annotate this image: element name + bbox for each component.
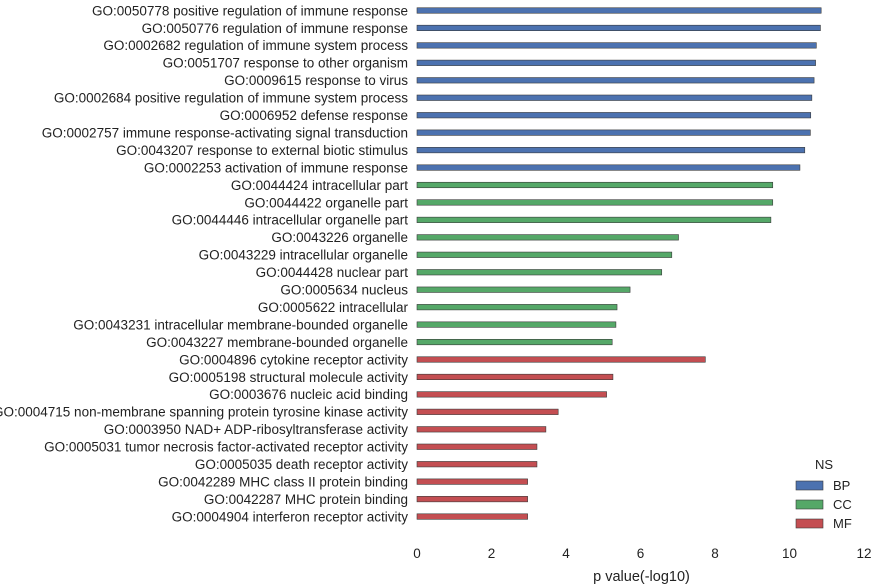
bar-mf: [416, 496, 528, 503]
x-axis-title: p value(-log10): [593, 569, 690, 585]
category-label: GO:0042289 MHC class II protein binding: [158, 474, 408, 489]
legend-label-mf: MF: [833, 516, 852, 531]
category-label: GO:0002757 immune response-activating si…: [42, 125, 408, 140]
bar-mf: [416, 478, 528, 485]
legend-swatch-bp: [795, 480, 824, 491]
category-label: GO:0003950 NAD+ ADP-ribosyltransferase a…: [104, 422, 409, 437]
x-tick-labels-group: 0 2 4 6 8 10 12: [413, 546, 871, 561]
category-label: GO:0043226 organelle: [271, 230, 408, 245]
bar-bp: [416, 7, 822, 14]
category-label: GO:0005198 structural molecule activity: [169, 370, 409, 385]
category-label: GO:0043207 response to external biotic s…: [116, 143, 408, 158]
bar-cc: [416, 304, 618, 311]
category-label: GO:0002682 regulation of immune system p…: [103, 38, 408, 53]
legend-title: NS: [815, 457, 833, 472]
category-label: GO:0043229 intracellular organelle: [199, 248, 408, 263]
category-label: GO:0009615 response to virus: [224, 73, 408, 88]
bar-mf: [416, 391, 607, 398]
category-label: GO:0006952 defense response: [220, 108, 408, 123]
category-label: GO:0004896 cytokine receptor activity: [179, 352, 408, 367]
category-label: GO:0050776 regulation of immune response: [142, 21, 408, 36]
bar-cc: [416, 321, 617, 328]
bar-bp: [416, 94, 813, 101]
bar-bp: [416, 164, 801, 171]
legend-label-cc: CC: [833, 497, 852, 512]
category-label: GO:0005035 death receptor activity: [195, 457, 408, 472]
category-label: GO:0044428 nuclear part: [256, 265, 409, 280]
bar-bp: [416, 129, 811, 136]
bar-cc: [416, 286, 631, 293]
category-label: GO:0044424 intracellular part: [231, 178, 408, 193]
bar-mf: [416, 443, 538, 450]
bar-mf: [416, 408, 559, 415]
category-label: GO:0043227 membrane-bounded organelle: [146, 335, 408, 350]
x-tick-label: 12: [856, 546, 871, 561]
bar-mf: [416, 373, 614, 381]
x-tick-label: 2: [488, 546, 496, 561]
category-label: GO:0005622 intracellular: [258, 300, 409, 315]
bar-cc: [416, 251, 673, 258]
category-labels-group: GO:0050778 positive regulation of immune…: [0, 3, 408, 524]
bar-mf: [416, 461, 538, 468]
bar-cc: [416, 181, 774, 189]
category-label: GO:0002684 positive regulation of immune…: [54, 91, 408, 106]
category-label: GO:0002253 activation of immune response: [144, 160, 408, 175]
bar-cc: [416, 269, 663, 276]
x-tick-label: 0: [413, 546, 421, 561]
x-tick-label: 8: [711, 546, 719, 561]
x-tick-label: 6: [637, 546, 645, 561]
legend-swatch-cc: [795, 499, 824, 510]
category-label: GO:0043231 intracellular membrane-bounde…: [73, 317, 408, 332]
legend: NS BP CC MF: [795, 457, 852, 531]
bar-cc: [416, 216, 772, 223]
bar-bp: [416, 112, 812, 119]
bar-bp: [416, 59, 816, 66]
bar-mf: [416, 426, 547, 433]
bar-cc: [416, 338, 613, 346]
bar-bp: [416, 42, 817, 49]
category-label: GO:0003676 nucleic acid binding: [209, 387, 408, 402]
category-label: GO:0050778 positive regulation of immune…: [92, 3, 408, 18]
x-tick-label: 10: [782, 546, 797, 561]
category-label: GO:0005634 nucleus: [280, 283, 408, 298]
legend-label-bp: BP: [833, 478, 850, 493]
category-label: GO:0005031 tumor necrosis factor-activat…: [44, 440, 408, 455]
category-label: GO:0044422 organelle part: [244, 195, 408, 210]
bar-mf: [416, 513, 528, 520]
category-label: GO:0004715 non-membrane spanning protein…: [0, 405, 408, 420]
bar-cc: [416, 234, 679, 241]
bar-mf: [416, 356, 706, 363]
category-label: GO:0044446 intracellular organelle part: [172, 213, 409, 228]
legend-entries: BP CC MF: [795, 478, 852, 531]
category-label: GO:0051707 response to other organism: [163, 56, 408, 71]
x-tick-label: 4: [562, 546, 570, 561]
category-label: GO:0004904 interferon receptor activity: [172, 509, 409, 524]
bar-cc: [416, 199, 774, 206]
legend-swatch-mf: [795, 518, 824, 529]
bars-group: [416, 7, 822, 520]
category-label: GO:0042287 MHC protein binding: [204, 492, 408, 507]
bar-bp: [416, 147, 806, 154]
bar-bp: [416, 77, 815, 84]
bar-bp: [416, 24, 821, 32]
